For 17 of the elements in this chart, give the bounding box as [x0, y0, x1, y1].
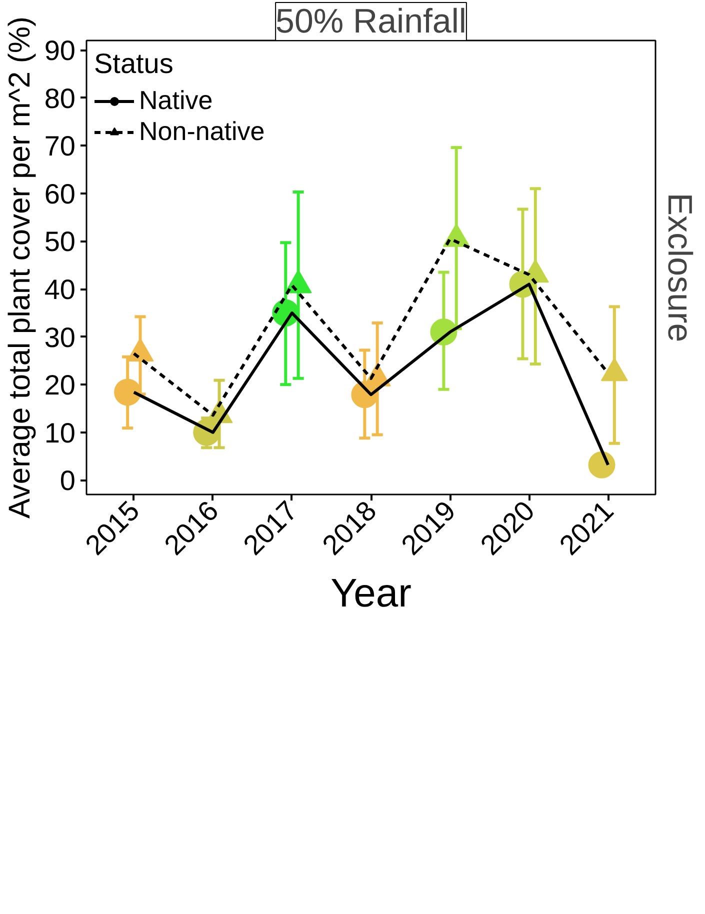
- x-axis-title: Year: [330, 572, 412, 616]
- legend-title: Status: [94, 48, 174, 80]
- y-tick-label: 80: [44, 82, 76, 114]
- y-tick-label: 40: [44, 274, 76, 306]
- y-tick-label: 60: [44, 178, 76, 210]
- y-tick-label: 90: [44, 35, 76, 66]
- y-tick-label: 20: [44, 370, 76, 401]
- y-axis-title: Average total plant cover per m^2 (%): [3, 16, 36, 519]
- text: Exclosure: [660, 192, 698, 342]
- y-tick-label: 50: [44, 226, 76, 258]
- y-tick-label: 0: [60, 465, 76, 496]
- y-tick-label: 10: [44, 417, 76, 448]
- chart-title: 50% Rainfall: [276, 2, 466, 40]
- legend-label: Native: [139, 85, 213, 116]
- y-tick-label: 70: [44, 130, 76, 162]
- legend-label: Non-native: [139, 116, 265, 147]
- y-tick-label: 30: [44, 322, 76, 353]
